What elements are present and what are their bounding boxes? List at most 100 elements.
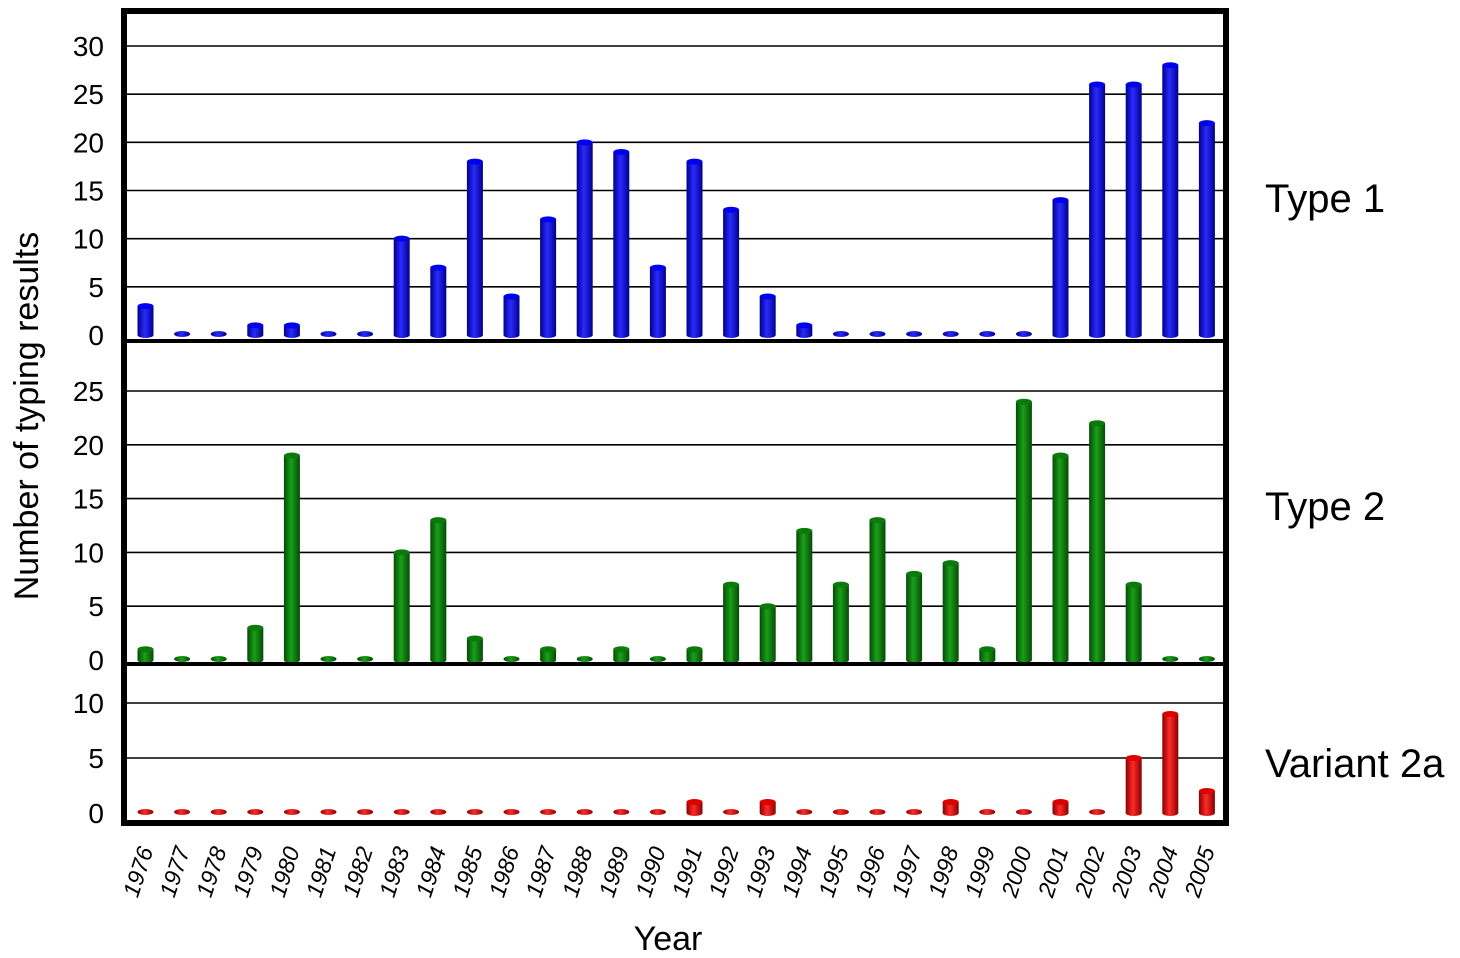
- bar: [723, 581, 740, 663]
- bar: [1162, 711, 1179, 816]
- bar: [430, 809, 447, 815]
- bar: [466, 158, 483, 338]
- y-tick-label: 0: [88, 320, 104, 351]
- x-tick-label: 1989: [594, 843, 635, 900]
- y-axis-title: Number of typing results: [8, 232, 46, 601]
- bar: [137, 303, 154, 338]
- bar: [942, 331, 959, 337]
- bar: [1198, 120, 1215, 338]
- x-tick-label: 1990: [630, 843, 671, 900]
- x-tick-label: 1988: [557, 843, 598, 900]
- bar: [1015, 809, 1032, 815]
- bar: [759, 603, 776, 663]
- x-tick-label: 1999: [960, 843, 1001, 900]
- bar: [503, 656, 520, 662]
- x-tick-label: 1985: [447, 843, 488, 900]
- x-tick-label: 1991: [667, 844, 708, 901]
- bar: [649, 656, 666, 662]
- bar: [210, 656, 227, 662]
- x-tick-label: 2001: [1032, 844, 1073, 902]
- x-tick-label: 1978: [191, 843, 232, 900]
- bar: [613, 148, 630, 338]
- bar: [247, 809, 264, 815]
- bar: [210, 809, 227, 815]
- bar: [174, 809, 191, 815]
- bar: [1052, 452, 1069, 663]
- y-tick-label: 0: [88, 798, 104, 829]
- bar: [1089, 81, 1106, 338]
- bar: [576, 139, 593, 338]
- x-tick-label: 1986: [484, 843, 525, 900]
- bar: [137, 809, 154, 815]
- bar: [869, 517, 886, 663]
- x-tick-label: 2002: [1069, 843, 1110, 901]
- y-tick-label: 5: [88, 591, 104, 622]
- x-axis-title: Year: [634, 920, 703, 958]
- bar: [1198, 656, 1215, 662]
- y-tick-label: 15: [73, 484, 104, 515]
- bar: [613, 646, 630, 663]
- bar: [1125, 81, 1142, 338]
- plot-frame: [121, 8, 1229, 826]
- bar: [1089, 809, 1106, 815]
- bar: [137, 646, 154, 663]
- x-tick-label: 2004: [1142, 844, 1183, 902]
- bar: [174, 331, 191, 337]
- bar: [979, 331, 996, 337]
- bar: [723, 206, 740, 338]
- bar: [466, 809, 483, 815]
- bar: [979, 809, 996, 815]
- x-tick-label: 1977: [154, 842, 195, 900]
- bar: [466, 635, 483, 663]
- bar: [686, 799, 703, 816]
- bar: [210, 331, 227, 337]
- x-tick-label: 1979: [228, 843, 269, 900]
- x-tick-label: 2000: [996, 843, 1037, 901]
- bar: [357, 656, 374, 662]
- bar: [979, 646, 996, 663]
- bar: [503, 809, 520, 815]
- bar: [906, 570, 923, 663]
- bar: [1162, 62, 1179, 338]
- bar: [576, 809, 593, 815]
- bar: [1015, 331, 1032, 337]
- bar: [942, 799, 959, 816]
- y-tick-label: 5: [88, 272, 104, 303]
- bar: [796, 527, 813, 663]
- bar: [649, 264, 666, 338]
- bar: [320, 331, 337, 337]
- bar: [1089, 420, 1106, 663]
- x-tick-label: 1980: [264, 843, 305, 900]
- bar: [393, 235, 410, 338]
- y-tick-label: 0: [88, 645, 104, 676]
- bar: [357, 809, 374, 815]
- x-tick-label: 1982: [337, 843, 378, 900]
- y-tick-label: 10: [73, 537, 104, 568]
- bar: [832, 581, 849, 663]
- bar: [393, 809, 410, 815]
- x-tick-label: 1996: [850, 843, 891, 900]
- panel-label: Type 2: [1265, 485, 1385, 529]
- bar: [247, 624, 264, 663]
- y-tick-label: 10: [73, 224, 104, 255]
- bar: [796, 322, 813, 338]
- bar: [283, 452, 300, 663]
- bar: [357, 331, 374, 337]
- y-tick-label: 25: [73, 79, 104, 110]
- bar: [283, 322, 300, 338]
- y-tick-label: 5: [88, 743, 104, 774]
- bar: [942, 560, 959, 663]
- bar: [832, 331, 849, 337]
- y-tick-label: 20: [73, 430, 104, 461]
- y-tick-label: 25: [73, 376, 104, 407]
- x-tick-label: 1994: [777, 844, 818, 901]
- bar: [686, 158, 703, 338]
- y-tick-label: 20: [73, 127, 104, 158]
- x-tick-label: 1983: [374, 843, 415, 900]
- bar: [1015, 398, 1032, 663]
- x-tick-label: 2005: [1179, 843, 1220, 901]
- bar: [540, 646, 557, 663]
- x-tick-label: 2003: [1106, 843, 1147, 901]
- bar: [174, 656, 191, 662]
- bar: [796, 809, 813, 815]
